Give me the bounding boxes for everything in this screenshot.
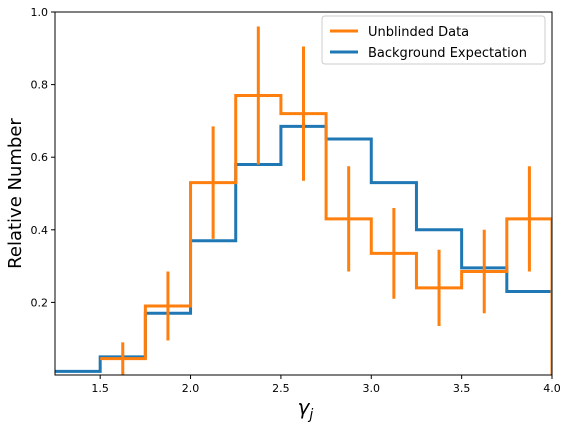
legend-label: Unblinded Data: [368, 25, 469, 40]
y-tick-label: 0.2: [31, 296, 49, 309]
axes-frame: [54, 11, 553, 376]
legend: Unblinded Data Background Expectation: [321, 15, 546, 65]
x-tick-label: 3.5: [453, 382, 471, 395]
y-tick-label: 1.0: [31, 6, 49, 19]
x-tick-label: 1.5: [91, 382, 109, 395]
x-tick-label: 3.0: [363, 382, 381, 395]
y-tick-label: 0.6: [31, 151, 49, 164]
x-axis-label-symbol: γ: [298, 395, 311, 419]
x-tick-label: 2.0: [182, 382, 200, 395]
legend-box: [321, 15, 546, 65]
y-tick-label: 0.4: [31, 224, 49, 237]
plot-area: [55, 26, 552, 375]
x-tick-label: 4.0: [543, 382, 561, 395]
axis-ticks: 1.5 2.0 2.5 3.0 3.5 4.0 0.2 0.4 0.6 0.8 1.0: [31, 6, 561, 395]
x-axis-label-subscript: j: [307, 407, 313, 423]
x-tick-label: 2.5: [272, 382, 290, 395]
y-axis-label: Relative Number: [5, 118, 26, 269]
legend-label: Background Expectation: [368, 46, 527, 61]
y-tick-label: 0.8: [31, 79, 49, 92]
series-unblinded-data-step: [100, 93, 552, 375]
x-axis-label: γj: [298, 395, 314, 423]
